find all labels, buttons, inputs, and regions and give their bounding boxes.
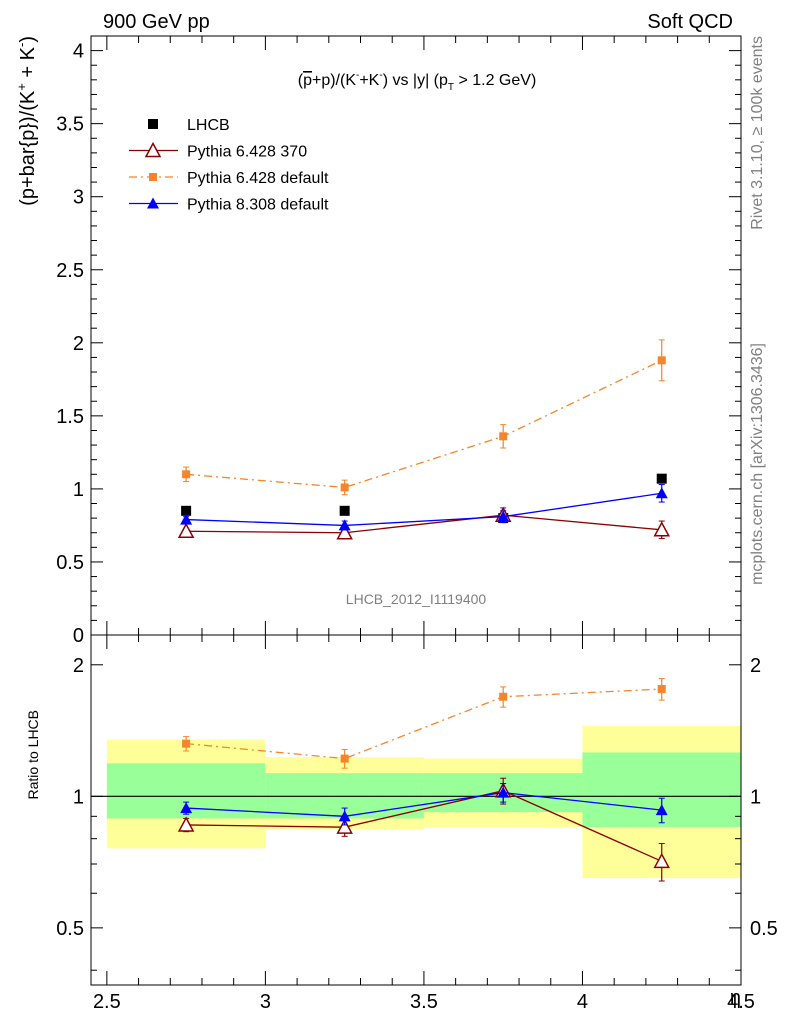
ratio-point-p8_default bbox=[338, 810, 351, 822]
title-sup-2: - bbox=[379, 70, 382, 81]
main-ytick-label: 0.5 bbox=[56, 552, 84, 574]
main-point-p8_default bbox=[338, 519, 351, 531]
main-title: (p+p)/(K-+K-) vs |y| (pT > 1.2 GeV) bbox=[298, 70, 537, 93]
legend-label-p6_370: Pythia 6.428 370 bbox=[187, 144, 307, 161]
ratio-xtick-label: 2.5 bbox=[93, 991, 121, 1013]
title-pbar: p bbox=[303, 72, 312, 89]
main-ytick-label: 2 bbox=[73, 333, 84, 355]
ratio-point-p8_default bbox=[180, 802, 193, 814]
legend-marker-p6_370 bbox=[144, 141, 162, 158]
ratio-ytick-label: 0.5 bbox=[56, 918, 84, 940]
main-ylabel: (p+bar{p})/(K+ + K-) bbox=[14, 36, 39, 206]
mcplots-label: mcplots.cern.ch [arXiv:1306.3436] bbox=[749, 343, 766, 585]
legend-marker-data bbox=[148, 119, 158, 129]
analysis-label: LHCB_2012_I1119400 bbox=[346, 591, 487, 607]
legend-marker-p6_default bbox=[149, 173, 157, 181]
main-ytick-label: 3 bbox=[73, 187, 84, 209]
main-point-p6_default bbox=[340, 483, 349, 492]
ratio-ytick-label: 2 bbox=[73, 655, 84, 677]
ratio-xtick-label: 3 bbox=[260, 991, 271, 1013]
main-point-data bbox=[339, 505, 350, 516]
main-ytick-label: 1 bbox=[73, 479, 84, 501]
legend-label-p8_default: Pythia 8.308 default bbox=[187, 197, 329, 214]
main-point-data bbox=[181, 505, 192, 516]
ratio-ytick-label-right: 2 bbox=[750, 655, 761, 677]
main-point-p8_default bbox=[497, 510, 510, 522]
title-part-a: ( bbox=[298, 72, 304, 89]
title-part-b: +p)/(K bbox=[312, 72, 356, 89]
ratio-frame bbox=[90, 634, 742, 986]
ratio-xtick-label: 4.5 bbox=[727, 991, 755, 1013]
main-point-p6_default bbox=[657, 356, 666, 365]
legend-label-data: LHCB bbox=[187, 117, 230, 134]
ylabel-sup-1: + bbox=[14, 83, 29, 91]
ylabel-part-b: + K bbox=[17, 46, 39, 83]
ratio-ylabel: Ratio to LHCB bbox=[25, 710, 41, 799]
ratio-point-p6_default bbox=[340, 754, 349, 763]
ylabel-part-c: ) bbox=[17, 36, 39, 43]
ratio-ytick-label-right: 1 bbox=[750, 786, 761, 808]
main-point-p6_default bbox=[499, 432, 508, 441]
ratio-xtick-label: 4 bbox=[577, 991, 588, 1013]
rivet-label: Rivet 3.1.10, ≥ 100k events bbox=[749, 36, 766, 230]
ratio-point-p6_370 bbox=[336, 818, 353, 834]
main-ytick-label: 4 bbox=[73, 41, 84, 63]
main-ytick-label: 1.5 bbox=[56, 406, 84, 428]
ratio-line-p6_370 bbox=[186, 790, 662, 862]
main-panel: 0 0.5 1 1.5 2 2.5 3 3.5 4 bbox=[56, 35, 742, 647]
ratio-xtick-label: 3.5 bbox=[410, 991, 438, 1013]
ratio-point-p6_default bbox=[499, 692, 508, 701]
ratio-ytick-label-right: 0.5 bbox=[750, 918, 778, 940]
header-left: 900 GeV pp bbox=[103, 11, 210, 33]
ratio-point-p6_default bbox=[182, 739, 191, 748]
ratio-point-p8_default bbox=[655, 804, 668, 816]
main-ytick-label: 2.5 bbox=[56, 260, 84, 282]
ratio-point-p6_370 bbox=[177, 816, 195, 832]
main-point-p6_default bbox=[182, 470, 191, 479]
x-axis-label: η bbox=[730, 987, 741, 1009]
main-line-p8_default bbox=[186, 492, 662, 527]
ratio-point-p6_370 bbox=[653, 852, 670, 869]
ratio-point-p6_default bbox=[657, 685, 666, 694]
ylabel-sup-2: - bbox=[14, 43, 29, 47]
legend: LHCB Pythia 6.428 370 Pythia 6.428 default… bbox=[129, 117, 329, 214]
main-point-p6_370 bbox=[653, 521, 670, 537]
main-point-p6_370 bbox=[336, 524, 353, 540]
main-line-p6_default bbox=[186, 359, 663, 489]
header-right: Soft QCD bbox=[647, 11, 733, 33]
main-ytick-label: 0 bbox=[73, 625, 84, 647]
legend-label-p6_default: Pythia 6.428 default bbox=[187, 170, 329, 187]
title-part-d: ) vs |y| (p bbox=[383, 72, 448, 89]
main-ytick-label: 3.5 bbox=[56, 114, 84, 136]
main-point-p8_default bbox=[655, 487, 668, 499]
title-part-c: +K bbox=[359, 72, 379, 89]
title-sup-1: - bbox=[356, 70, 359, 81]
ratio-point-p8_default bbox=[497, 786, 510, 798]
main-point-p6_370 bbox=[177, 522, 195, 539]
main-point-p8_default bbox=[180, 513, 193, 525]
ratio-line-p6_default bbox=[186, 688, 662, 760]
title-part-e: > 1.2 GeV) bbox=[454, 72, 536, 89]
legend-marker-p8_default bbox=[147, 197, 159, 209]
title-sub: T bbox=[448, 82, 454, 93]
main-line-p6_370 bbox=[186, 514, 662, 534]
main-point-data bbox=[656, 473, 667, 484]
ylabel-part-a: (p+bar{p})/(K bbox=[17, 90, 39, 206]
ratio-line-p8_default bbox=[186, 791, 662, 817]
ratio-panel: 2.5 3 3.5 4 4.5 0.5 0.5 1 1 2 2 bbox=[56, 634, 778, 1013]
ratio-ytick-label: 1 bbox=[73, 786, 84, 808]
